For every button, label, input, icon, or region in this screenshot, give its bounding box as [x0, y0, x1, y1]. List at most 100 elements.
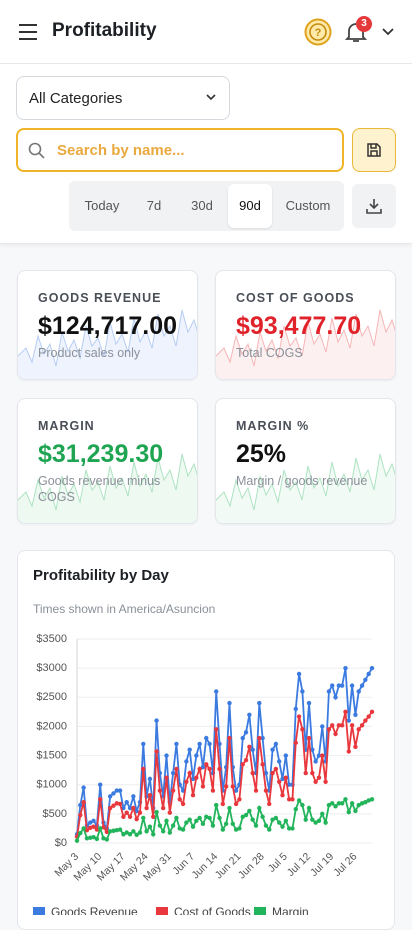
point	[283, 753, 289, 758]
legend-label: Goods Revenue	[51, 905, 138, 915]
point	[243, 730, 249, 735]
point	[336, 801, 342, 806]
point	[250, 770, 255, 776]
range-button[interactable]: 7d	[146, 198, 162, 213]
range-button[interactable]: 90d	[228, 184, 272, 228]
point	[91, 818, 96, 824]
point	[320, 753, 325, 758]
point	[220, 801, 226, 807]
point	[346, 809, 351, 815]
point	[111, 803, 116, 808]
point	[141, 741, 146, 747]
chart: Profitability by Day Times shown in Amer…	[33, 567, 375, 915]
range-button[interactable]: 30d	[191, 198, 213, 213]
point	[217, 815, 222, 821]
save-button[interactable]	[352, 128, 396, 172]
search-input[interactable]: Search by name...	[16, 128, 344, 172]
account-menu[interactable]	[381, 26, 395, 38]
point	[306, 735, 312, 741]
point	[237, 826, 242, 831]
point	[151, 814, 156, 819]
point	[276, 820, 282, 825]
kpi-value: $93,477.70	[236, 312, 362, 340]
kpi-label: MARGIN	[38, 419, 95, 433]
range-button[interactable]: Custom	[285, 198, 331, 213]
point	[147, 776, 153, 782]
point	[117, 788, 123, 793]
point	[78, 830, 83, 836]
point	[124, 800, 129, 805]
point	[320, 811, 325, 817]
point	[363, 718, 368, 723]
point	[200, 765, 206, 770]
point	[107, 829, 113, 834]
point	[190, 824, 196, 829]
point	[101, 825, 106, 830]
point	[151, 832, 156, 837]
point	[111, 828, 116, 833]
point	[257, 735, 262, 741]
point	[114, 801, 119, 806]
chart-subtitle: Times shown in America/Asuncion	[33, 602, 215, 616]
point	[157, 788, 163, 793]
y-tick-label: $1500	[36, 749, 67, 761]
legend-label: Margin	[272, 905, 309, 915]
point	[316, 753, 322, 758]
kpi-card: COST OF GOODS $93,477.70 Total COGS	[215, 270, 396, 380]
x-tick-label: Jul 12	[285, 850, 313, 878]
search-placeholder: Search by name...	[57, 142, 185, 159]
kpi-value: 25%	[236, 440, 287, 468]
download-button[interactable]	[352, 184, 396, 228]
point	[306, 805, 312, 811]
point	[230, 821, 235, 826]
point	[283, 818, 289, 824]
point	[144, 805, 149, 811]
point	[131, 805, 136, 811]
point	[210, 788, 216, 793]
point	[356, 689, 361, 694]
point	[214, 802, 219, 808]
range-button[interactable]: Today	[84, 198, 120, 213]
point	[263, 770, 269, 776]
point	[250, 817, 255, 822]
point	[114, 788, 119, 793]
point	[343, 709, 348, 715]
point	[363, 677, 368, 682]
category-select[interactable]: All Categories	[16, 76, 230, 120]
point	[157, 823, 163, 828]
menu-button[interactable]	[18, 22, 38, 42]
point	[154, 749, 159, 754]
point	[104, 829, 110, 835]
point	[339, 683, 345, 688]
point	[310, 747, 315, 752]
point	[237, 797, 242, 802]
kpi-value: $31,239.30	[38, 440, 164, 468]
point	[323, 779, 328, 784]
point	[303, 817, 308, 822]
point	[326, 727, 332, 732]
help-button[interactable]: ?	[303, 18, 333, 48]
point	[207, 815, 212, 821]
kpi-card: MARGIN $31,239.30 Goods revenue minus COGS	[17, 398, 198, 524]
point	[127, 814, 133, 819]
point	[210, 823, 216, 828]
point	[223, 821, 229, 826]
point	[310, 770, 315, 776]
kpi-value: $124,717.00	[38, 312, 178, 340]
point	[98, 797, 103, 802]
point	[260, 735, 265, 741]
point	[134, 808, 139, 814]
point	[170, 770, 176, 776]
select-chevron	[206, 94, 216, 101]
divider	[0, 63, 412, 64]
point	[333, 731, 338, 737]
point	[293, 806, 298, 812]
x-tick-label: Jun 28	[236, 850, 267, 881]
point	[121, 814, 126, 819]
point	[164, 753, 169, 758]
legend-label: Cost of Goods	[174, 905, 251, 915]
point	[190, 793, 196, 798]
point	[117, 801, 123, 807]
point	[369, 797, 375, 802]
